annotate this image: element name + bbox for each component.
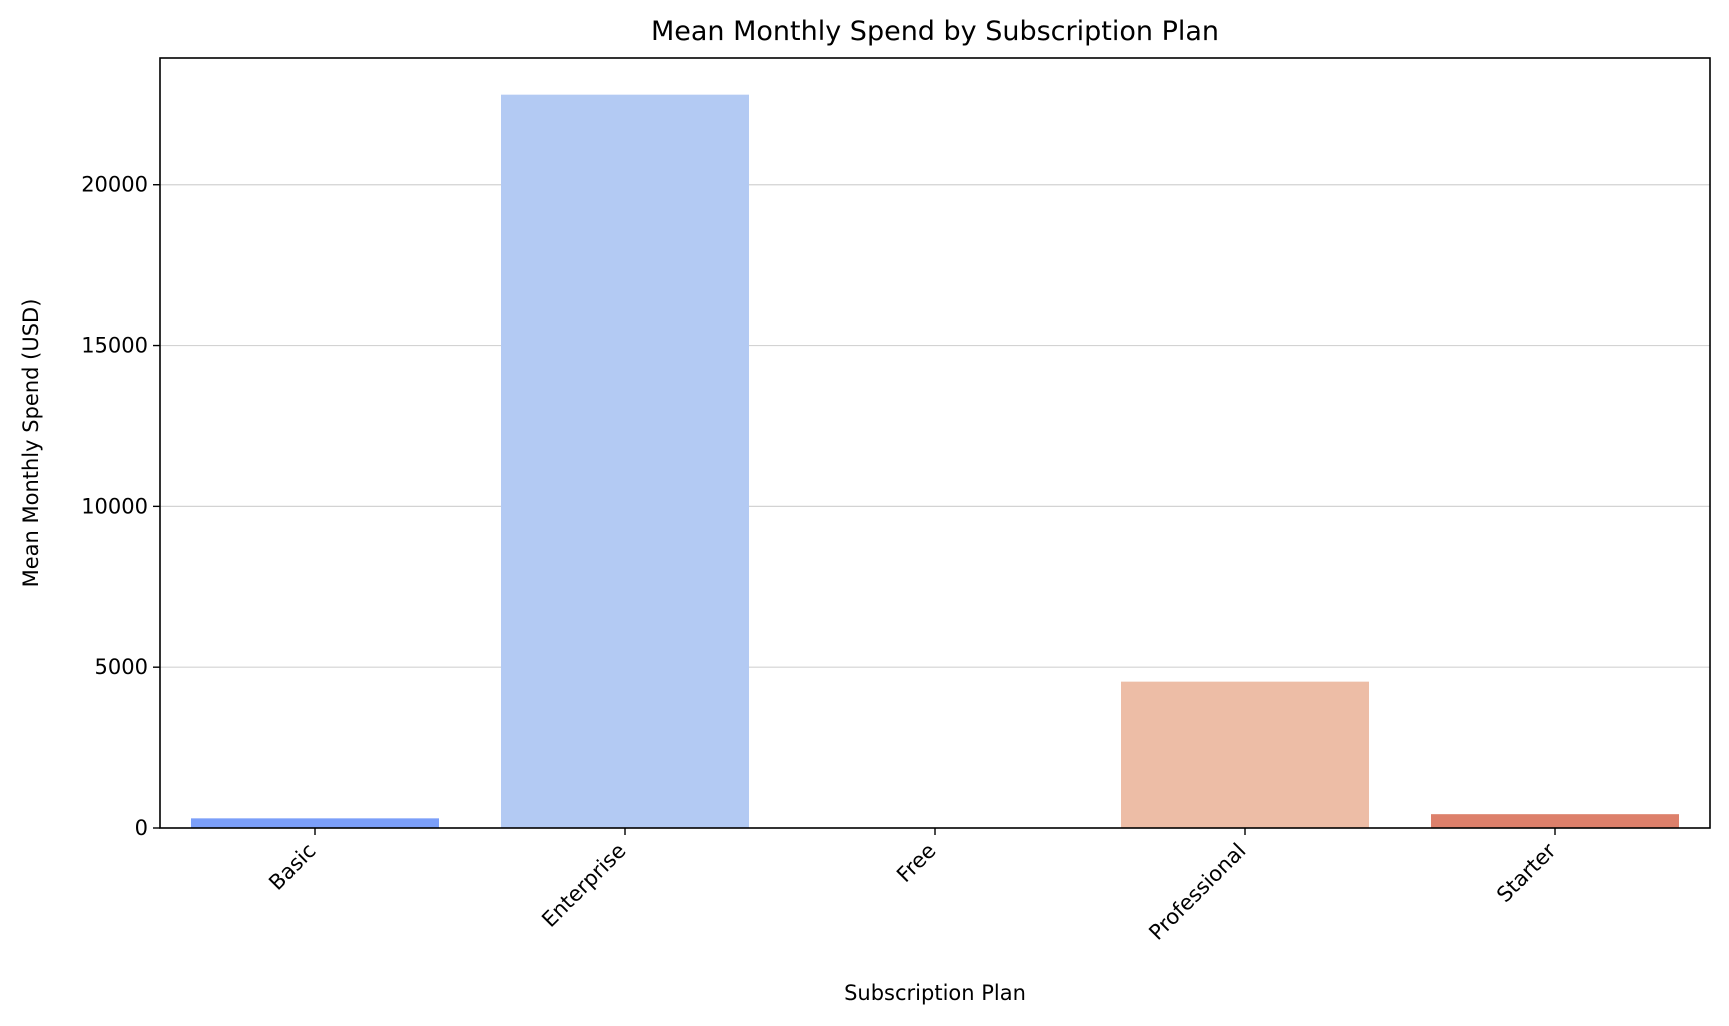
x-axis-label: Subscription Plan	[844, 981, 1026, 1005]
y-tick-label-2: 10000	[81, 494, 148, 518]
bar-basic	[191, 818, 439, 828]
bar-enterprise	[501, 94, 749, 828]
chart-title: Mean Monthly Spend by Subscription Plan	[651, 16, 1219, 47]
bar-professional	[1121, 681, 1369, 828]
y-tick-label-1: 5000	[95, 655, 148, 679]
gridlines	[160, 184, 1710, 668]
y-tick-label-3: 15000	[81, 334, 148, 358]
y-axis-label: Mean Monthly Spend (USD)	[19, 299, 43, 588]
y-tick-label-0: 0	[135, 816, 148, 840]
y-tick-label-4: 20000	[81, 173, 148, 197]
y-axis-ticks: 0 5000 10000 15000 20000	[81, 173, 160, 840]
bars	[191, 94, 1679, 828]
bar-starter	[1431, 814, 1679, 828]
